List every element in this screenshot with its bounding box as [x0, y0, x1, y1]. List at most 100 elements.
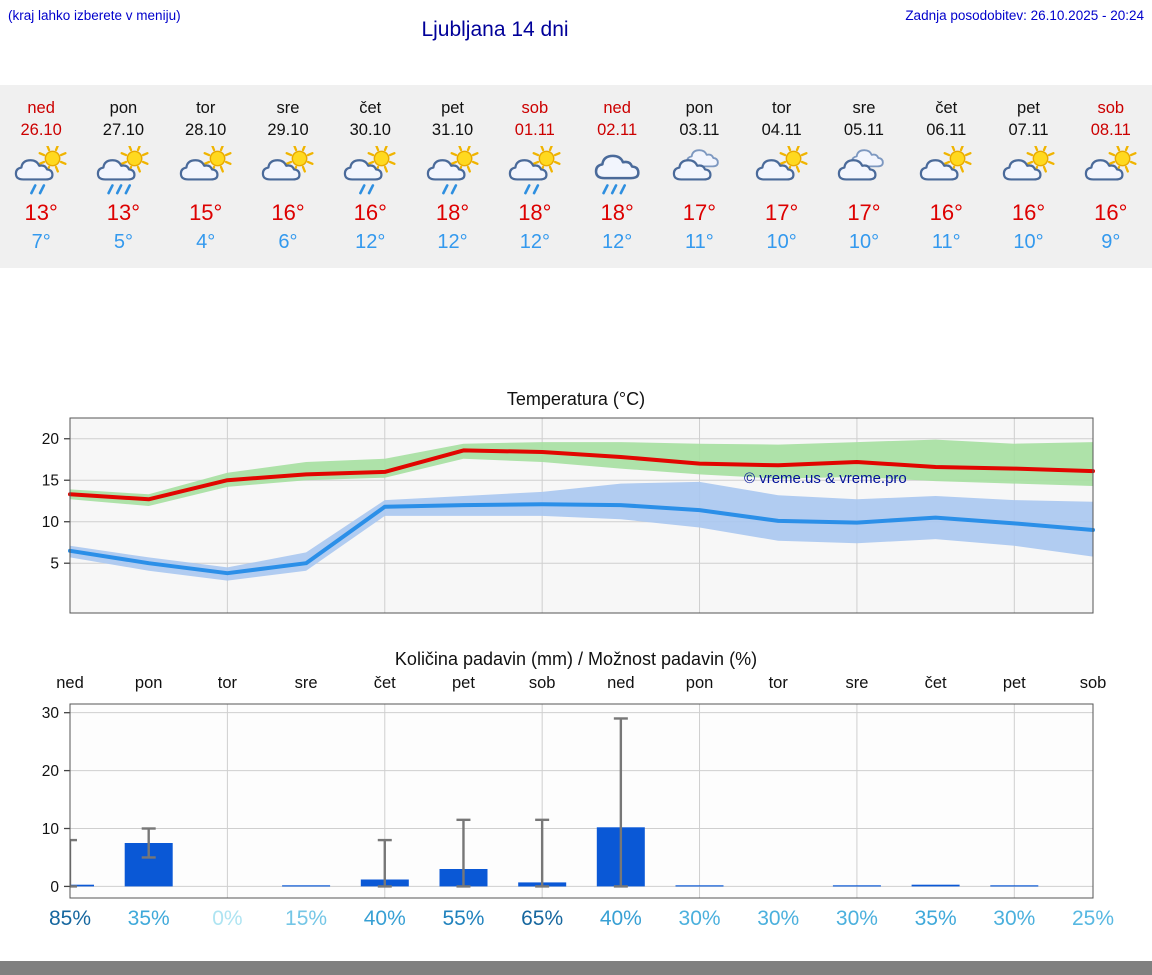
precip-percent: 0% [212, 907, 243, 930]
page-title: Ljubljana 14 dni [421, 18, 569, 41]
day-name: tor [196, 99, 216, 117]
forecast-day: sob 08.11 16° 9° [1070, 99, 1152, 254]
forecast-day: ned 02.11 18° 12° [576, 99, 658, 254]
precip-bar [832, 885, 881, 887]
forecast-day: čet 30.10 16° 12° [329, 99, 411, 254]
day-min-temp: 6° [278, 231, 298, 253]
precip-day-label: sre [294, 674, 318, 692]
forecast-day: sre 05.11 17° 10° [823, 99, 905, 254]
day-min-temp: 10° [1013, 231, 1044, 253]
day-max-temp: 16° [271, 200, 305, 225]
sun-cloud-rain-icon [494, 143, 576, 199]
precip-day-label: sre [845, 674, 869, 692]
day-min-temp: 12° [519, 231, 550, 253]
day-max-temp: 17° [682, 200, 717, 225]
forecast-day: čet 06.11 16° 11° [905, 99, 987, 254]
day-name: sre [852, 99, 876, 117]
sun-cloud-icon [1070, 143, 1152, 199]
copyright-link[interactable]: © vreme.us & vreme.pro [744, 470, 907, 487]
footer-bar [0, 961, 1152, 975]
day-date: 04.11 [761, 121, 802, 139]
day-max-temp: 16° [353, 200, 387, 225]
day-name: pon [109, 99, 138, 117]
svg-text:0: 0 [50, 879, 59, 896]
day-date: 29.10 [267, 121, 309, 139]
precip-percent-row: 85% 35% 0% 15% 40% 55% 65% 40% 30% 30% 30% 35% 30% 25… [0, 904, 1152, 938]
day-name: pet [1017, 99, 1040, 117]
svg-text:20: 20 [42, 763, 60, 780]
day-date: 08.11 [1090, 121, 1131, 139]
precip-percent: 35% [127, 907, 170, 930]
day-min-temp: 4° [196, 231, 216, 253]
day-min-temp: 11° [931, 231, 961, 253]
precip-percent: 30% [993, 907, 1036, 930]
precip-percent: 15% [285, 907, 328, 930]
precip-day-label: tor [768, 674, 788, 692]
day-date: 05.11 [843, 121, 884, 139]
precip-percent: 25% [1071, 907, 1115, 930]
precip-percent: 35% [914, 907, 957, 930]
last-update-text: Zadnja posodobitev: 26.10.2025 - 20:24 [905, 8, 1144, 23]
forecast-day: pon 03.11 17° 11° [658, 99, 740, 254]
sun-cloud-icon [165, 143, 247, 199]
precip-day-label: čet [373, 674, 396, 692]
precip-day-labels: ned pon tor sre čet pet sob ned pon tor sre čet pet s… [0, 674, 1152, 698]
day-max-temp: 18° [600, 200, 634, 225]
day-max-temp: 18° [518, 200, 552, 225]
precip-day-label: ned [607, 674, 635, 692]
precip-bar [911, 884, 960, 887]
precip-day-label: pet [451, 674, 475, 692]
day-max-temp: 16° [1011, 200, 1046, 225]
day-name: pon [685, 99, 714, 117]
sun-cloud-rain-icon [411, 143, 493, 199]
precip-day-label: čet [924, 674, 947, 692]
day-name: tor [772, 99, 792, 117]
forecast-day: sre 29.10 16° 6° [247, 99, 329, 254]
day-max-temp: 15° [189, 200, 223, 225]
page: (kraj lahko izberete v meniju) Ljubljana… [0, 8, 1152, 975]
day-min-temp: 9° [1101, 231, 1121, 253]
sun-cloud-rain-icon [0, 143, 82, 199]
precip-day-label: sob [1079, 674, 1107, 692]
day-date: 31.10 [431, 121, 474, 139]
precip-day-label: pon [685, 674, 714, 692]
sun-cloud-icon [741, 143, 823, 199]
day-name: ned [603, 99, 631, 117]
day-name: čet [935, 99, 958, 117]
precip-day-label: ned [56, 674, 84, 692]
max-temp-line [68, 448, 1095, 502]
precip-bar [990, 885, 1039, 887]
precipitation-chart-title: Količina padavin (mm) / Možnost padavin … [394, 649, 758, 669]
day-min-temp: 12° [355, 231, 386, 253]
forecast-day: ned 26.10 13° 7° [0, 99, 82, 254]
day-min-temp: 12° [437, 231, 468, 253]
precip-percent: 40% [363, 907, 406, 930]
day-max-temp: 17° [765, 200, 799, 225]
svg-text:20: 20 [42, 431, 60, 448]
precip-percent: 65% [521, 907, 564, 930]
clouds-icon [658, 143, 740, 199]
max-temp-range-band [70, 439, 1093, 506]
precip-day-label: pon [134, 674, 163, 692]
svg-text:30: 30 [42, 705, 60, 722]
day-name: ned [27, 99, 55, 117]
precip-percent: 55% [442, 907, 485, 930]
temperature-chart: 5 10 15 20 [42, 417, 1095, 614]
sun-cloud-icon [987, 143, 1069, 199]
precip-percent: 30% [678, 907, 721, 930]
day-min-temp: 7° [31, 231, 51, 253]
day-date: 30.10 [349, 121, 391, 139]
day-name: čet [359, 99, 382, 117]
min-temp-range-band [70, 481, 1093, 581]
sun-cloud-heavy-rain-icon [82, 143, 164, 199]
day-date: 02.11 [597, 121, 638, 139]
precip-percent: 85% [48, 907, 92, 930]
day-date: 26.10 [20, 121, 62, 139]
cloud-heavy-rain-icon [576, 143, 658, 199]
day-max-temp: 16° [1094, 200, 1128, 225]
temperature-chart-title: Temperatura (°C) [506, 389, 646, 409]
day-date: 06.11 [926, 121, 967, 139]
precip-bar [675, 885, 724, 887]
day-max-temp: 13° [106, 200, 141, 225]
sun-cloud-icon [247, 143, 329, 199]
